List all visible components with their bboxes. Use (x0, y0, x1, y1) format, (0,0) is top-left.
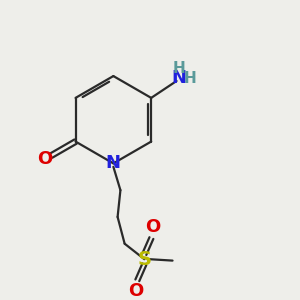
Text: N: N (106, 154, 121, 172)
Text: O: O (38, 150, 53, 168)
Text: H: H (184, 71, 196, 86)
Text: O: O (145, 218, 160, 236)
Text: N: N (172, 69, 187, 87)
Text: S: S (137, 250, 152, 269)
Text: O: O (128, 282, 143, 300)
Text: H: H (173, 61, 186, 76)
